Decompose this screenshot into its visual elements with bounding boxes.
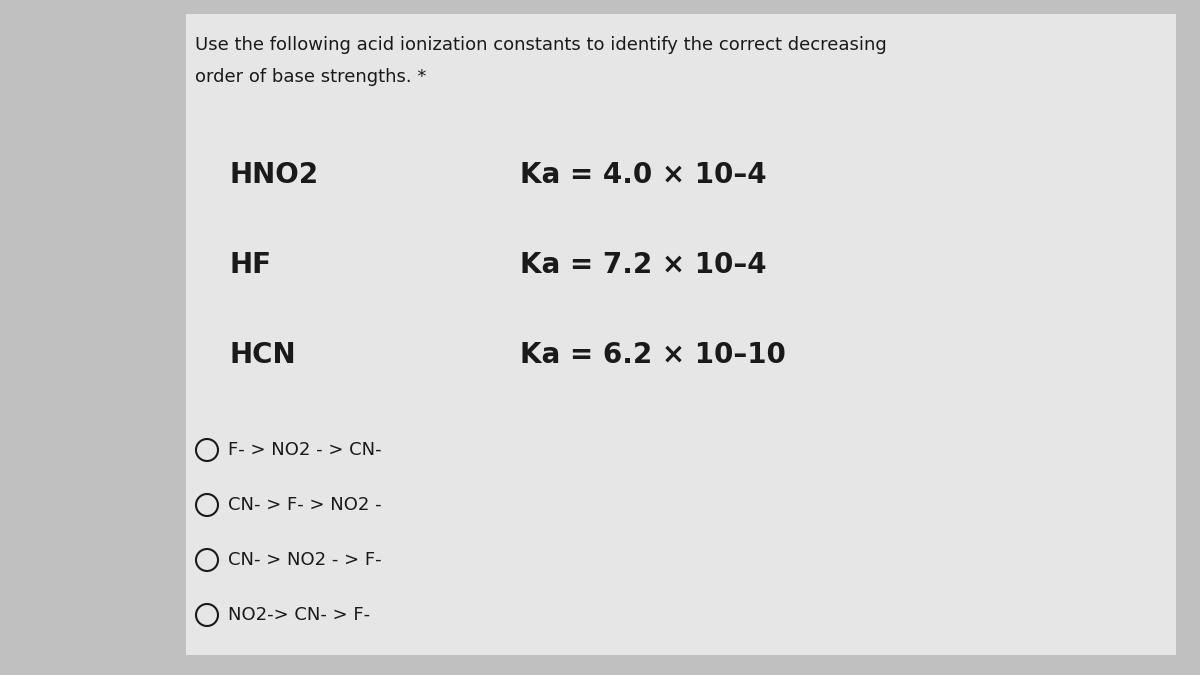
- Text: Use the following acid ionization constants to identify the correct decreasing: Use the following acid ionization consta…: [194, 36, 887, 54]
- Text: HNO2: HNO2: [230, 161, 319, 189]
- Text: HF: HF: [230, 251, 272, 279]
- Text: order of base strengths. *: order of base strengths. *: [194, 68, 426, 86]
- Text: HCN: HCN: [230, 341, 296, 369]
- Text: CN- > F- > NO2 -: CN- > F- > NO2 -: [228, 496, 382, 514]
- Text: Ka = 4.0 × 10–4: Ka = 4.0 × 10–4: [520, 161, 767, 189]
- Text: CN- > NO2 - > F-: CN- > NO2 - > F-: [228, 551, 382, 569]
- Text: NO2-> CN- > F-: NO2-> CN- > F-: [228, 606, 370, 624]
- Text: Ka = 6.2 × 10–10: Ka = 6.2 × 10–10: [520, 341, 786, 369]
- Text: F- > NO2 - > CN-: F- > NO2 - > CN-: [228, 441, 382, 459]
- Text: Ka = 7.2 × 10–4: Ka = 7.2 × 10–4: [520, 251, 767, 279]
